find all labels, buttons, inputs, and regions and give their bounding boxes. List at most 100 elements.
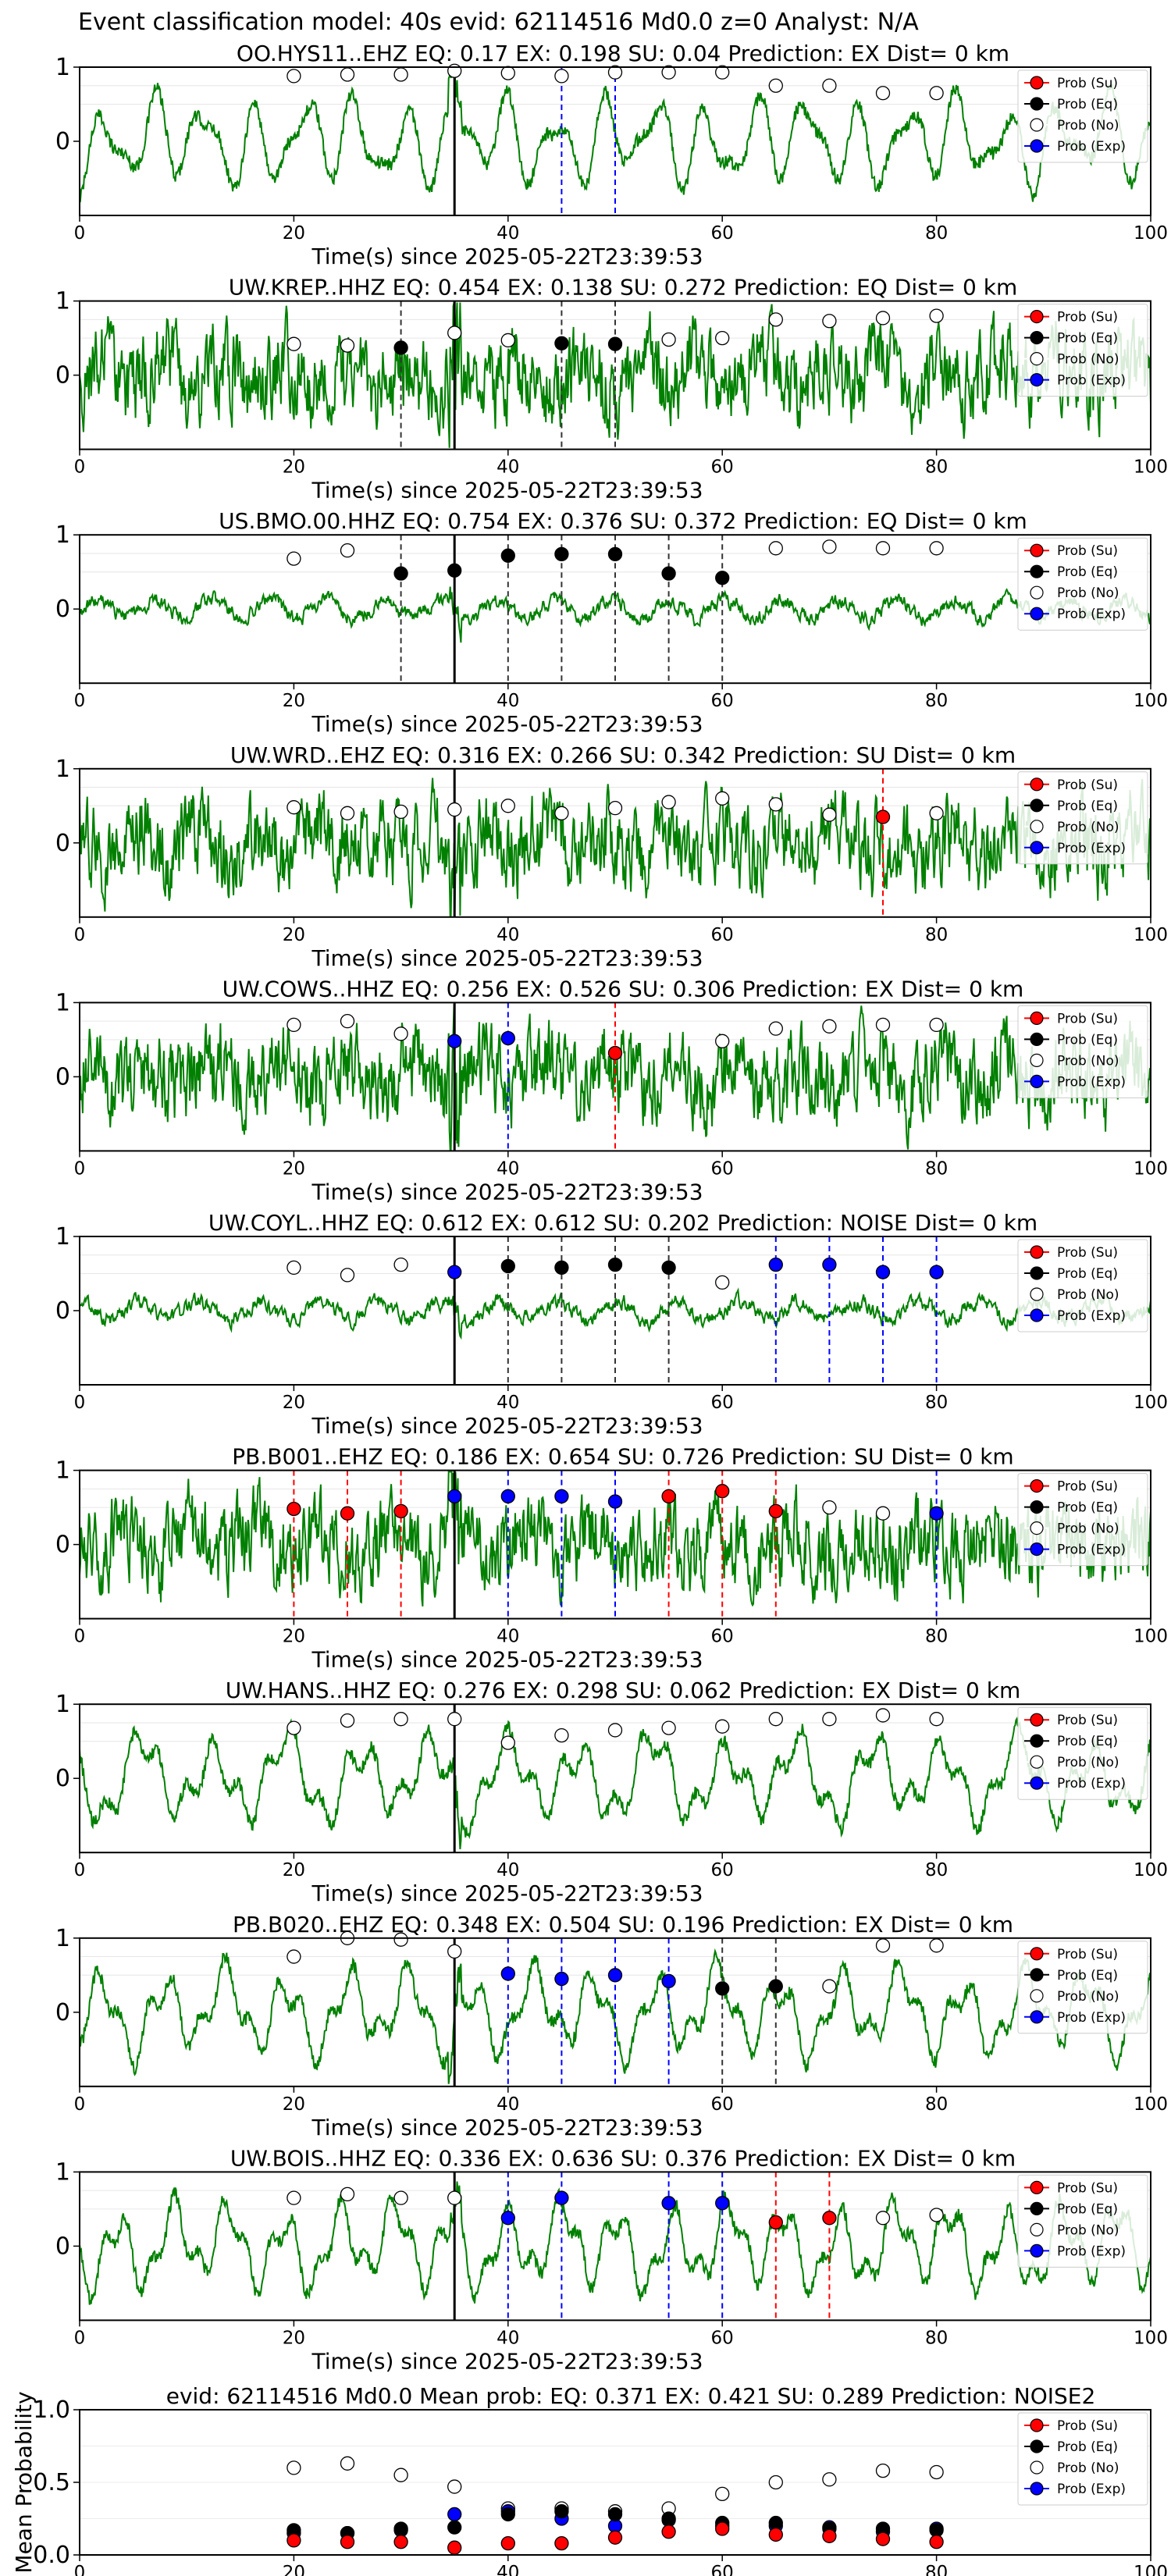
station-panel-3-ytick-label: 1 <box>55 521 70 549</box>
station-panel-9-legend-label-su: Prob (Su) <box>1057 1947 1118 1962</box>
station-panel-5-xtick-label: 20 <box>283 1158 305 1179</box>
station-panel-10-xtick-label: 0 <box>74 2328 86 2348</box>
station-panel-1-xtick-label: 100 <box>1134 223 1168 244</box>
station-panel-5-legend-marker-no <box>1030 1053 1044 1068</box>
station-panel-6-point-exp <box>768 1257 783 1272</box>
station-panel-6-xtick-label: 20 <box>283 1393 305 1413</box>
station-panel-4-point-no <box>500 799 515 813</box>
mean-panel-point-su <box>715 2521 730 2536</box>
station-panel-1-legend-marker-no <box>1030 118 1044 132</box>
mean-panel-point-no <box>875 2463 891 2478</box>
station-panel-7-point-su <box>393 1503 408 1518</box>
station-panel-10-ytick-label: 1 <box>55 2158 70 2186</box>
station-panel-4-xtick-label: 80 <box>925 925 948 945</box>
station-panel-2-ytick-label: 1 <box>55 288 70 315</box>
station-panel-2-legend-marker-exp <box>1030 373 1044 387</box>
station-panel-6-point-no <box>715 1275 730 1290</box>
station-panel-8-point-no <box>875 1708 891 1723</box>
station-panel-9-legend-label-eq: Prob (Eq) <box>1057 1968 1118 1984</box>
mean-panel-point-no <box>287 2460 301 2475</box>
station-panel-7-xtick-label: 40 <box>497 1627 519 1647</box>
figure-suptitle: Event classification model: 40s evid: 62… <box>78 9 919 36</box>
station-panel-7-point-exp <box>500 1489 515 1503</box>
station-panel-1-point-no <box>715 65 730 80</box>
station-panel-8-legend-marker-exp <box>1030 1776 1044 1790</box>
mean-panel-title: evid: 62114516 Md0.0 Mean prob: EQ: 0.37… <box>166 2383 1096 2409</box>
mean-panel-point-su <box>661 2524 676 2539</box>
station-panel-3-point-eq <box>715 571 730 585</box>
station-panel-5-point-no <box>393 1026 408 1041</box>
station-panel-9-legend-box <box>1017 1941 1148 2034</box>
station-panel-4-point-no <box>822 807 837 822</box>
station-panel-10-legend-label-eq: Prob (Eq) <box>1057 2201 1118 2217</box>
station-panel-9-legend-marker-no <box>1030 1989 1044 2003</box>
station-panel-10-point-no <box>875 2211 891 2226</box>
station-panel-6-legend-marker-no <box>1030 1287 1044 1301</box>
station-panel-7-legend-label-exp: Prob (Exp) <box>1057 1542 1126 1558</box>
station-panel-8-ytick-label: 1 <box>55 1691 70 1718</box>
station-panel-6-xlabel: Time(s) since 2025-05-22T23:39:53 <box>311 1413 703 1439</box>
mean-panel-xtick-label: 40 <box>497 2563 519 2576</box>
station-panel-4-point-no <box>929 806 944 820</box>
station-panel-3-legend-box <box>1017 537 1148 631</box>
station-panel-7-xtick-label: 100 <box>1134 1627 1168 1647</box>
station-panel-4-legend-label-exp: Prob (Exp) <box>1057 841 1126 856</box>
station-panel-10-legend-marker-eq <box>1030 2201 1044 2215</box>
station-panel-6-xtick-label: 80 <box>925 1393 948 1413</box>
station-panel-8-waveform <box>79 1716 1151 1849</box>
station-panel-9-point-no <box>822 1979 837 1994</box>
station-panel-4-legend-marker-no <box>1030 820 1044 834</box>
station-panel-5-ytick-label: 1 <box>55 989 70 1016</box>
station-panel-7-xtick-label: 80 <box>925 1627 948 1647</box>
station-panel-3-point-no <box>340 543 355 558</box>
station-panel-2-point-no <box>287 336 301 351</box>
station-panel-8-point-no <box>715 1719 730 1734</box>
station-panel-10-legend-marker-exp <box>1030 2243 1044 2258</box>
station-panel-5-legend-box <box>1017 1005 1148 1098</box>
mean-panel-point-su <box>768 2527 783 2542</box>
station-panel-10-legend-marker-su <box>1030 2180 1044 2194</box>
station-panel-2-point-no <box>875 311 891 326</box>
mean-panel-xtick-label: 20 <box>283 2563 305 2576</box>
station-panel-7-legend-marker-eq <box>1030 1500 1044 1514</box>
station-panel-2-xtick-label: 100 <box>1134 457 1168 478</box>
station-panel-7: PB.B001..EHZ EQ: 0.186 EX: 0.654 SU: 0.7… <box>55 1444 1168 1673</box>
station-panel-6-legend-marker-eq <box>1030 1266 1044 1280</box>
station-panel-8-point-no <box>287 1720 301 1735</box>
station-panel-5-legend-label-eq: Prob (Eq) <box>1057 1032 1118 1048</box>
station-panel-4-xlabel: Time(s) since 2025-05-22T23:39:53 <box>311 945 703 971</box>
station-panel-2-point-no <box>822 314 837 329</box>
station-panel-1-point-no <box>393 67 408 82</box>
mean-panel-ytick-label: 1.0 <box>33 2396 70 2424</box>
station-panel-2-xlabel: Time(s) since 2025-05-22T23:39:53 <box>311 478 703 503</box>
station-panel-7-ytick-label: 1 <box>55 1457 70 1485</box>
station-panel-7-legend-box <box>1017 1473 1148 1567</box>
station-panel-4-title: UW.WRD..EHZ EQ: 0.316 EX: 0.266 SU: 0.34… <box>230 742 1016 768</box>
station-panel-6-xtick-label: 60 <box>711 1393 734 1413</box>
station-panel-10-point-exp <box>715 2196 730 2211</box>
station-panel-3-xlabel: Time(s) since 2025-05-22T23:39:53 <box>311 711 703 737</box>
station-panel-8-point-no <box>822 1712 837 1727</box>
station-panel-8-legend-label-su: Prob (Su) <box>1057 1713 1118 1728</box>
station-panel-3-point-eq <box>661 566 676 581</box>
station-panel-10-point-su <box>768 2215 783 2230</box>
station-panel-10-title: UW.BOIS..HHZ EQ: 0.336 EX: 0.636 SU: 0.3… <box>230 2145 1016 2171</box>
station-panel-4: UW.WRD..EHZ EQ: 0.316 EX: 0.266 SU: 0.34… <box>55 742 1168 971</box>
mean-panel: evid: 62114516 Md0.0 Mean prob: EQ: 0.37… <box>11 2383 1168 2576</box>
station-panel-3-ytick-label: 0 <box>55 596 70 623</box>
station-panel-6-legend-label-exp: Prob (Exp) <box>1057 1308 1126 1324</box>
station-panel-1-legend-label-eq: Prob (Eq) <box>1057 97 1118 112</box>
mean-panel-point-eq <box>607 2507 623 2522</box>
station-panel-5-xtick-label: 100 <box>1134 1158 1168 1179</box>
station-panel-3-point-no <box>929 541 944 556</box>
mean-panel-point-su <box>929 2535 944 2549</box>
station-panel-10-xtick-label: 100 <box>1134 2328 1168 2348</box>
station-panel-4-legend-label-eq: Prob (Eq) <box>1057 799 1118 814</box>
mean-panel-point-su <box>393 2535 408 2549</box>
mean-panel-point-no <box>822 2472 837 2487</box>
station-panel-8-legend-marker-eq <box>1030 1734 1044 1748</box>
station-panel-9-point-exp <box>554 1971 569 1987</box>
station-panel-5: UW.COWS..HHZ EQ: 0.256 EX: 0.526 SU: 0.3… <box>55 976 1168 1204</box>
station-panel-3-xtick-label: 20 <box>283 691 305 711</box>
station-panel-1-xtick-label: 0 <box>74 223 86 244</box>
